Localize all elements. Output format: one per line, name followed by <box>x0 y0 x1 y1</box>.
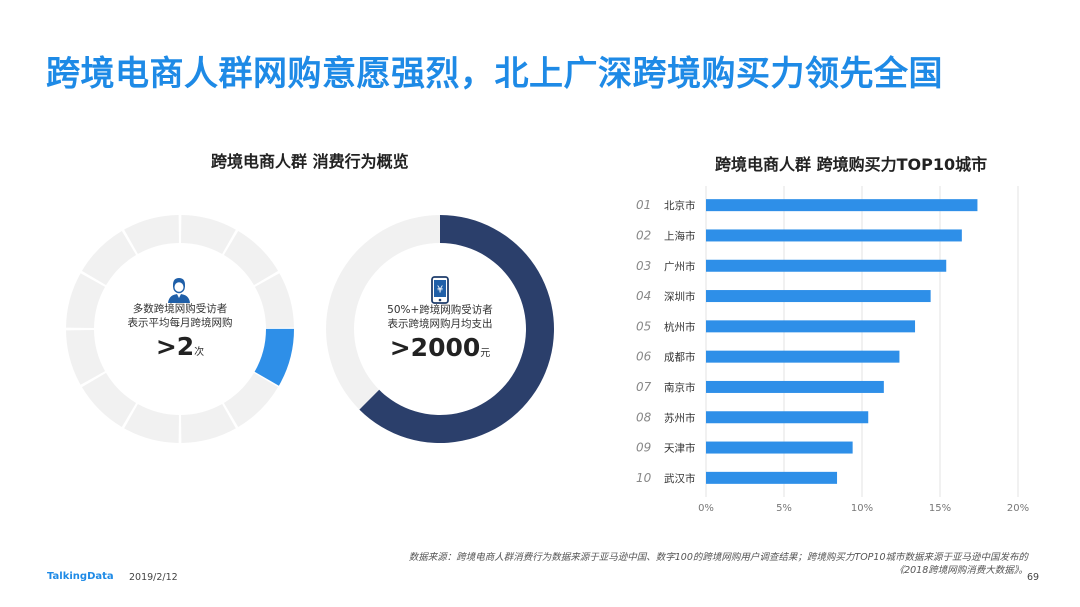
bar <box>706 320 916 333</box>
category-label: 武汉市 <box>664 472 696 485</box>
rank-label: 04 <box>636 289 651 303</box>
donut2-desc-line2: 表示跨境网购月均支出 <box>387 318 493 330</box>
data-source-line2: 《2018跨境网购消费大数据》。 <box>894 565 1028 576</box>
chart-bars <box>706 199 978 484</box>
rank-label: 05 <box>636 319 651 333</box>
x-tick-label: 0% <box>698 503 714 514</box>
donut2-stat: >2000元 <box>370 333 510 362</box>
donut-fill <box>254 328 294 386</box>
category-label: 深圳市 <box>664 290 696 303</box>
donut-track-segment <box>66 330 106 385</box>
category-label: 北京市 <box>664 199 696 212</box>
donut-fill <box>359 215 554 443</box>
donut-monthly-purchases <box>66 215 294 443</box>
rank-label: 06 <box>636 350 652 364</box>
rank-label: 07 <box>636 380 652 394</box>
rank-label: 09 <box>636 441 651 455</box>
slide-date: 2019/2/12 <box>129 572 178 583</box>
donut-track-segment <box>124 403 179 443</box>
consumption-overview-title: 跨境电商人群 消费行为概览 <box>211 152 409 171</box>
donut-track-segment <box>181 403 236 443</box>
category-label: 杭州市 <box>664 320 696 333</box>
bar <box>706 471 838 484</box>
rank-label: 02 <box>636 228 651 242</box>
donut-monthly-spending <box>325 215 554 444</box>
bar <box>706 411 869 424</box>
rank-label: 08 <box>636 410 652 424</box>
x-tick-label: 15% <box>929 503 951 514</box>
x-tick-label: 5% <box>776 503 792 514</box>
donut1-value: >2 <box>155 332 195 361</box>
donut-track-segment <box>223 230 279 286</box>
bar <box>706 229 962 242</box>
donut1-desc-line1: 多数跨境网购受访者 <box>132 303 228 315</box>
bar <box>706 441 853 454</box>
chart-x-ticks: 0% 5% 10% 15% 20% <box>698 503 1029 514</box>
donut2-value: >2000 <box>389 333 481 362</box>
bar <box>706 290 931 303</box>
phone-yuan-icon: ¥ <box>431 276 449 304</box>
svg-text:¥: ¥ <box>437 285 443 296</box>
donut-track-segment <box>81 372 137 428</box>
category-label: 上海市 <box>664 229 696 242</box>
donut1-stat: >2次 <box>110 332 250 361</box>
category-label: 广州市 <box>664 260 696 273</box>
chart-category-labels: 01 北京市 02 上海市 03 广州市 04 深圳市 05 杭州市 06 成都市 07 南京市 08 苏州市… <box>636 198 696 485</box>
donut-track-segment <box>66 273 106 328</box>
rank-label: 10 <box>636 471 652 485</box>
donut1-desc-line2: 表示平均每月跨境网购 <box>127 317 233 329</box>
bar <box>706 350 900 363</box>
category-label: 成都市 <box>664 351 696 364</box>
data-source-line1: 数据来源：跨境电商人群消费行为数据来源于亚马逊中国、数字100的跨境网购用户调查… <box>408 552 1028 563</box>
rank-label: 03 <box>636 259 651 273</box>
donut1-label: 多数跨境网购受访者 表示平均每月跨境网购 >2次 <box>110 302 250 361</box>
donut2-label: 50%+跨境网购受访者 表示跨境网购月均支出 >2000元 <box>370 303 510 362</box>
category-label: 天津市 <box>664 442 696 455</box>
donut2-unit: 元 <box>480 348 491 359</box>
bar <box>706 259 947 272</box>
person-icon <box>168 278 190 303</box>
donut-track-segment <box>81 230 137 286</box>
page-number: 69 <box>1027 572 1040 583</box>
donut1-unit: 次 <box>194 347 205 358</box>
bar <box>706 380 884 393</box>
category-label: 苏州市 <box>664 411 696 424</box>
x-tick-label: 10% <box>851 503 873 514</box>
donut-track-segment <box>254 273 294 328</box>
donut-track-segment <box>124 215 179 255</box>
page-title: 跨境电商人群网购意愿强烈，北上广深跨境购买力领先全国 <box>46 54 943 94</box>
x-tick-label: 20% <box>1007 503 1029 514</box>
donut-track-segment <box>223 372 279 428</box>
data-source-note: 数据来源：跨境电商人群消费行为数据来源于亚马逊中国、数字100的跨境网购用户调查… <box>409 551 1028 577</box>
rank-label: 01 <box>636 198 651 212</box>
chart-title: 跨境电商人群 跨境购买力TOP10城市 <box>715 155 988 174</box>
brand-logo: TalkingData <box>47 571 114 582</box>
donut2-desc-line1: 50%+跨境网购受访者 <box>387 304 493 316</box>
category-label: 南京市 <box>664 381 696 394</box>
bar <box>706 199 978 212</box>
donut-track-segment <box>181 215 236 255</box>
